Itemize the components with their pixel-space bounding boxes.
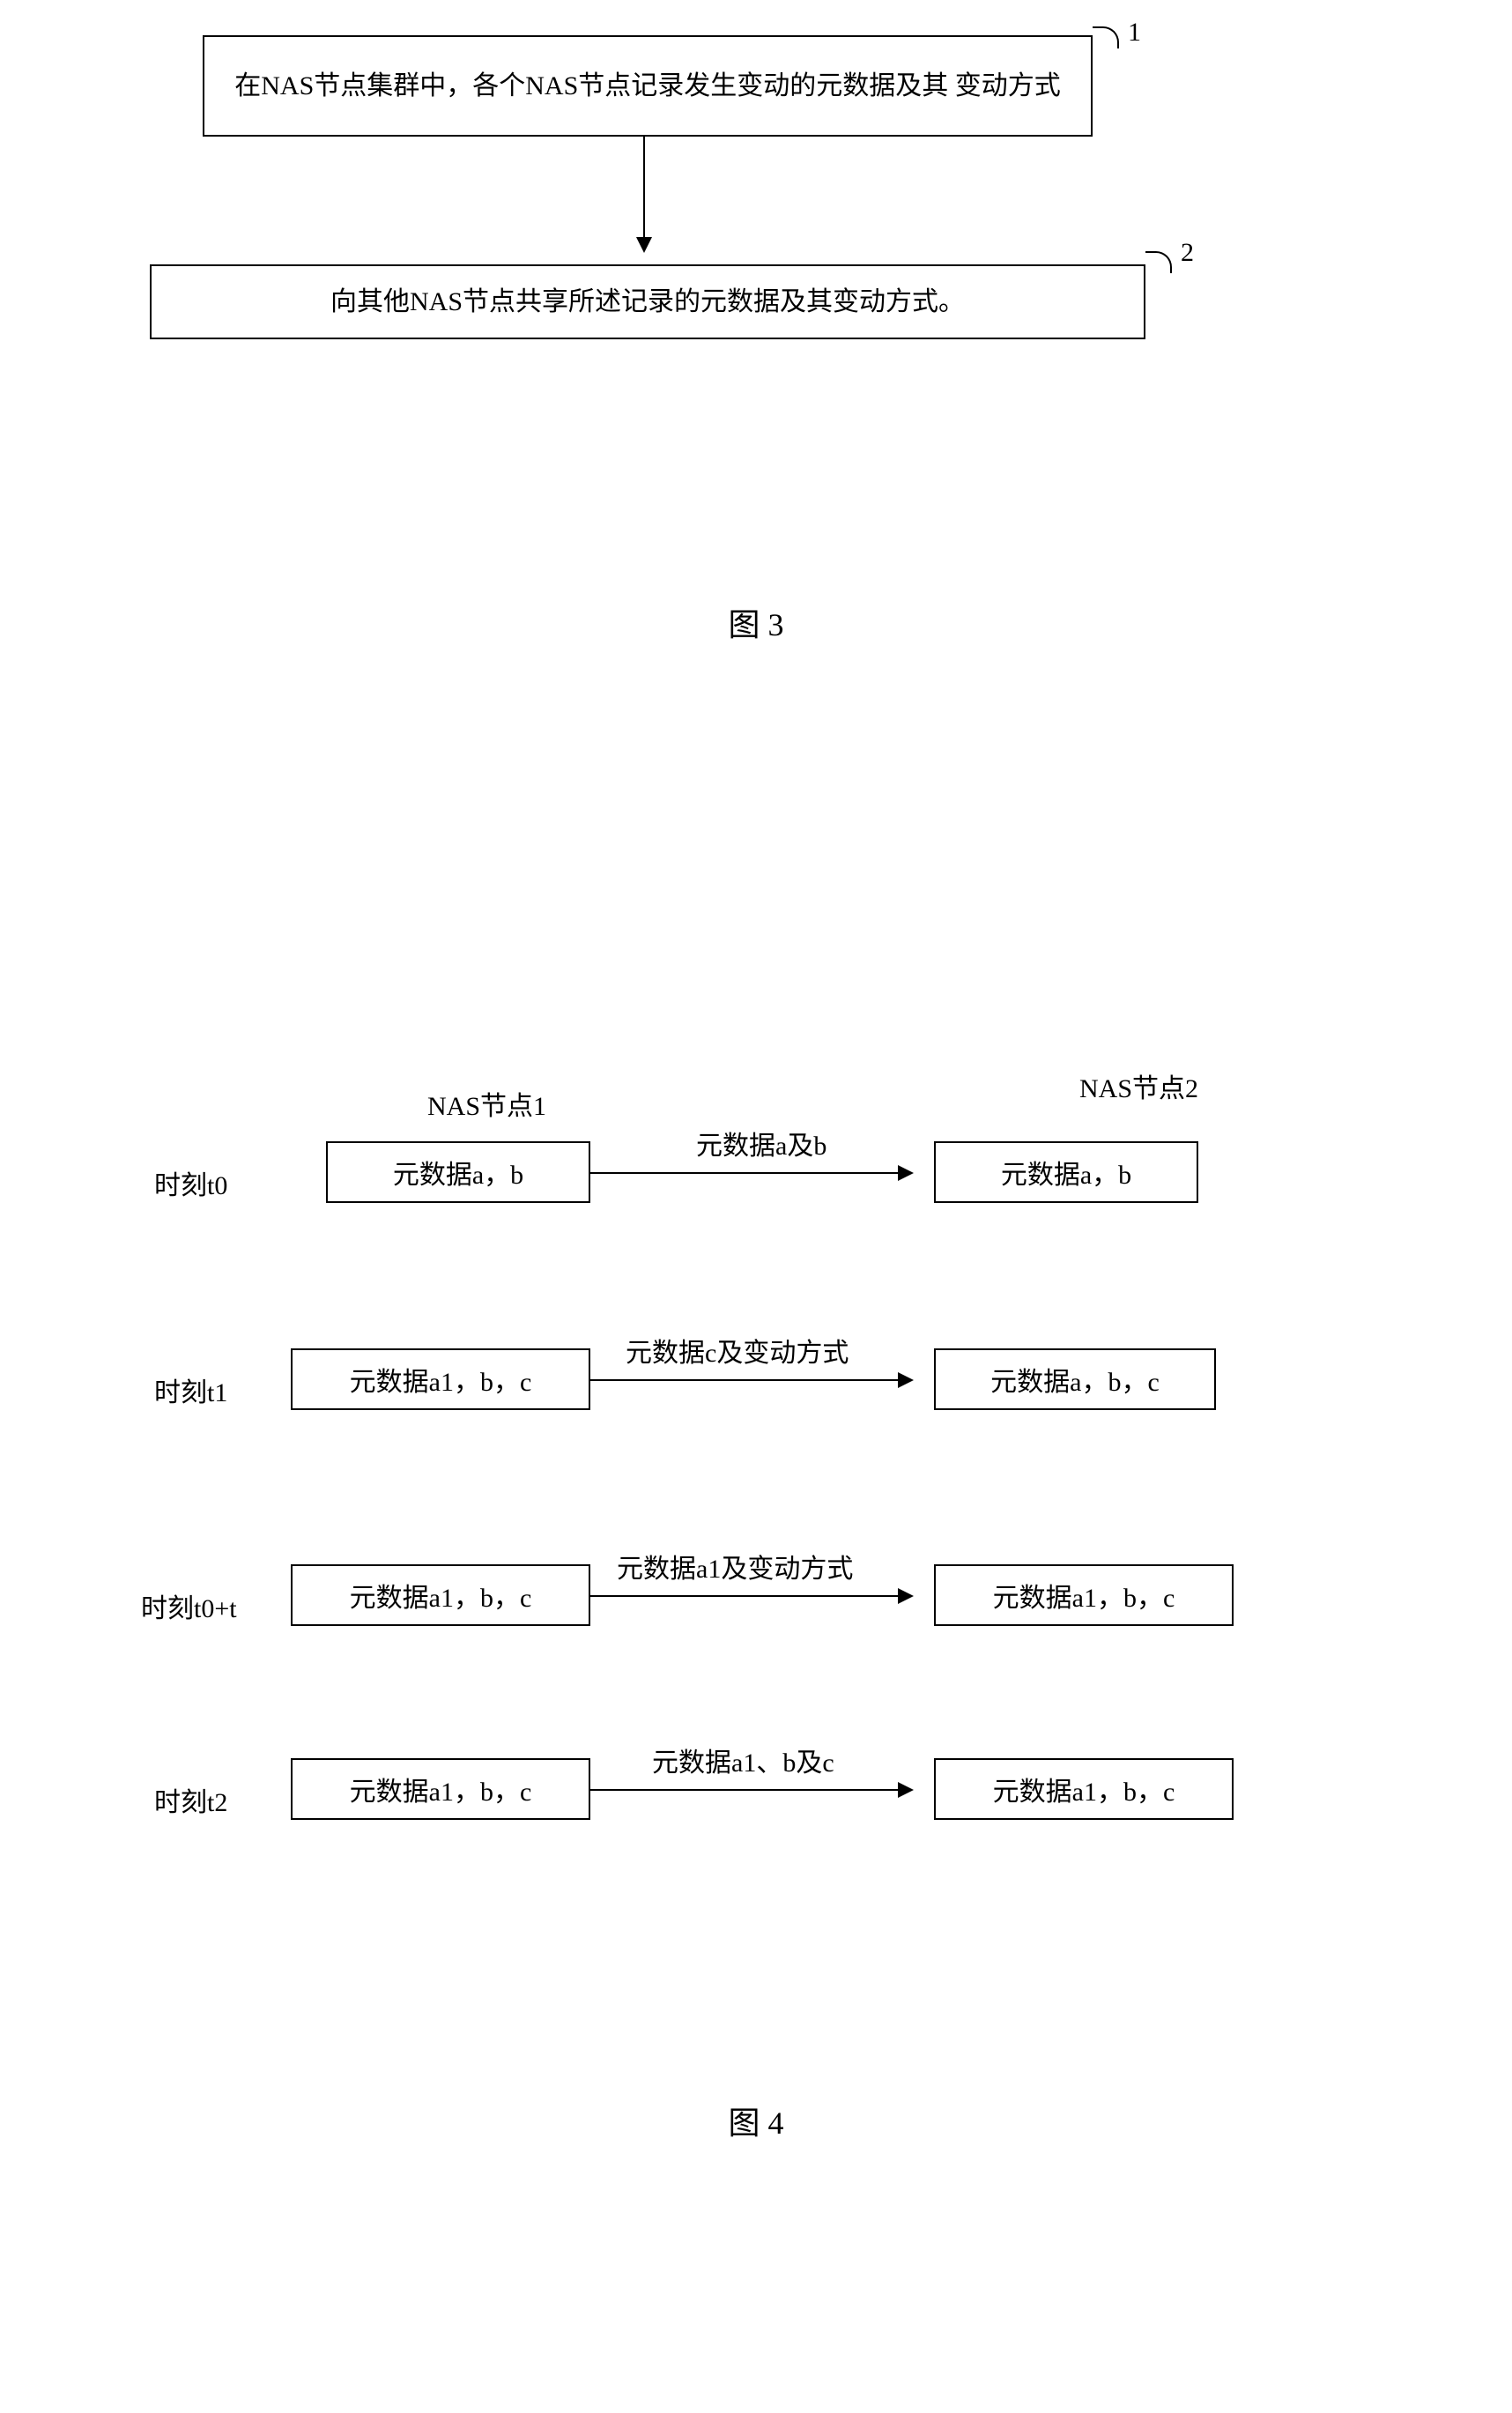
label-curve-2	[1145, 251, 1172, 273]
label-curve-1	[1093, 26, 1119, 48]
flowchart-box-2-text: 向其他NAS节点共享所述记录的元数据及其变动方式。	[330, 281, 965, 323]
left-data-box-0: 元数据a，b	[326, 1141, 590, 1203]
box-label-2: 2	[1181, 238, 1194, 268]
flowchart-box-1: 在NAS节点集群中，各个NAS节点记录发生变动的元数据及其 变动方式	[203, 35, 1093, 137]
arrow-down-icon	[643, 137, 645, 251]
arrow-label-3: 元数据a1、b及c	[652, 1741, 834, 1779]
right-data-box-0: 元数据a，b	[934, 1141, 1198, 1203]
box-label-1: 1	[1128, 18, 1141, 48]
left-data-box-2: 元数据a1，b，c	[291, 1564, 590, 1626]
arrow-label-2: 元数据a1及变动方式	[617, 1547, 853, 1585]
node-1-header: NAS节点1	[427, 1084, 546, 1123]
time-label-1: 时刻t1	[154, 1370, 227, 1409]
figure-3-caption: 图 3	[728, 599, 783, 645]
flowchart-box-1-text: 在NAS节点集群中，各个NAS节点记录发生变动的元数据及其 变动方式	[234, 65, 1061, 108]
left-data-box-3: 元数据a1，b，c	[291, 1758, 590, 1820]
arrow-label-1: 元数据c及变动方式	[626, 1331, 849, 1370]
arrow-right-icon-3	[590, 1789, 912, 1791]
left-data-box-1: 元数据a1，b，c	[291, 1348, 590, 1410]
time-label-3: 时刻t2	[154, 1780, 227, 1819]
node-2-header: NAS节点2	[1079, 1066, 1198, 1105]
right-data-box-1: 元数据a，b，c	[934, 1348, 1216, 1410]
flowchart-box-2: 向其他NAS节点共享所述记录的元数据及其变动方式。	[150, 264, 1145, 339]
figure-4-caption: 图 4	[728, 2097, 783, 2143]
arrow-right-icon-0	[590, 1172, 912, 1174]
time-label-2: 时刻t0+t	[141, 1586, 237, 1625]
arrow-label-0: 元数据a及b	[696, 1124, 826, 1162]
arrow-right-icon-1	[590, 1379, 912, 1381]
arrow-right-icon-2	[590, 1595, 912, 1597]
time-label-0: 时刻t0	[154, 1163, 227, 1202]
right-data-box-3: 元数据a1，b，c	[934, 1758, 1234, 1820]
right-data-box-2: 元数据a1，b，c	[934, 1564, 1234, 1626]
